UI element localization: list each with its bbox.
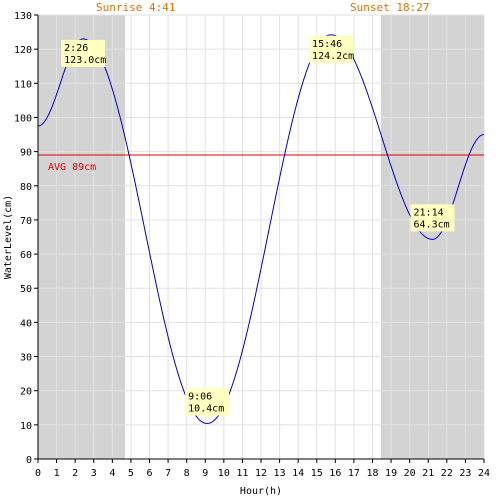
x-axis-title: Hour(h)	[240, 486, 282, 497]
x-tick-label: 15	[311, 468, 323, 479]
x-tick-label: 21	[422, 468, 434, 479]
x-tick-label: 3	[91, 468, 97, 479]
extreme-level: 124.2cm	[312, 51, 354, 62]
y-tick-label: 130	[14, 11, 32, 22]
x-tick-label: 2	[72, 468, 78, 479]
x-tick-label: 10	[218, 468, 230, 479]
y-tick-label: 110	[14, 79, 32, 90]
x-tick-label: 22	[441, 468, 453, 479]
x-tick-label: 13	[274, 468, 286, 479]
night-after-sunset	[380, 15, 484, 459]
y-axis-title: WaterLevel(cm)	[3, 195, 14, 279]
x-tick-label: 0	[35, 468, 41, 479]
y-tick-label: 50	[20, 284, 32, 295]
y-tick-label: 40	[20, 318, 32, 329]
label-box	[185, 388, 230, 416]
x-tick-label: 17	[348, 468, 360, 479]
label-box	[309, 35, 354, 63]
x-tick-label: 1	[54, 468, 60, 479]
extreme-level: 123.0cm	[64, 55, 106, 66]
axes: 0 1 2 3 4 5 6 7 8 9 10 11 12 13 14 15 16 17 18 19 20 21 22 23 24…	[14, 11, 490, 479]
x-tick-label: 24	[478, 468, 490, 479]
night-shading	[38, 15, 484, 459]
sunrise-label: Sunrise 4:41	[96, 1, 175, 14]
extreme-level: 10.4cm	[188, 403, 224, 414]
x-tick-label: 19	[385, 468, 397, 479]
extreme-time: 15:46	[312, 39, 342, 50]
extreme-time: 2:26	[64, 43, 88, 54]
x-tick-label: 14	[292, 468, 304, 479]
tide-level-series	[37, 34, 485, 424]
grid	[37, 14, 485, 460]
y-tick-label: 90	[20, 148, 32, 159]
y-tick-label: 20	[20, 387, 32, 398]
y-tick-label: 10	[20, 421, 32, 432]
x-tick-label: 16	[329, 468, 341, 479]
y-tick-label: 30	[20, 353, 32, 364]
x-tick-label: 11	[236, 468, 248, 479]
x-tick-label: 9	[202, 468, 208, 479]
x-tick-label: 12	[255, 468, 267, 479]
y-tick-label: 70	[20, 216, 32, 227]
tide-curve	[37, 34, 485, 424]
x-tick-label: 18	[366, 468, 378, 479]
sunset-label: Sunset 18:27	[350, 1, 429, 14]
extreme-time: 9:06	[188, 391, 212, 402]
y-tick-label: 100	[14, 113, 32, 124]
x-tick-label: 5	[128, 468, 134, 479]
x-tick-label: 23	[459, 468, 471, 479]
extreme-level: 64.3cm	[414, 219, 450, 230]
average-label: AVG 89cm	[48, 162, 96, 173]
label-box	[410, 204, 455, 232]
y-tick-label: 120	[14, 45, 32, 56]
y-tick-label: 60	[20, 250, 32, 261]
y-tick-label: 80	[20, 182, 32, 193]
night-before-sunrise	[38, 15, 126, 459]
x-tick-label: 6	[146, 468, 152, 479]
x-tick-label: 8	[184, 468, 190, 479]
x-tick-label: 4	[109, 468, 115, 479]
label-box	[61, 39, 106, 67]
y-tick-label: 0	[26, 455, 32, 466]
extreme-time: 21:14	[414, 207, 444, 218]
x-tick-label: 7	[165, 468, 171, 479]
x-tick-label: 20	[404, 468, 416, 479]
